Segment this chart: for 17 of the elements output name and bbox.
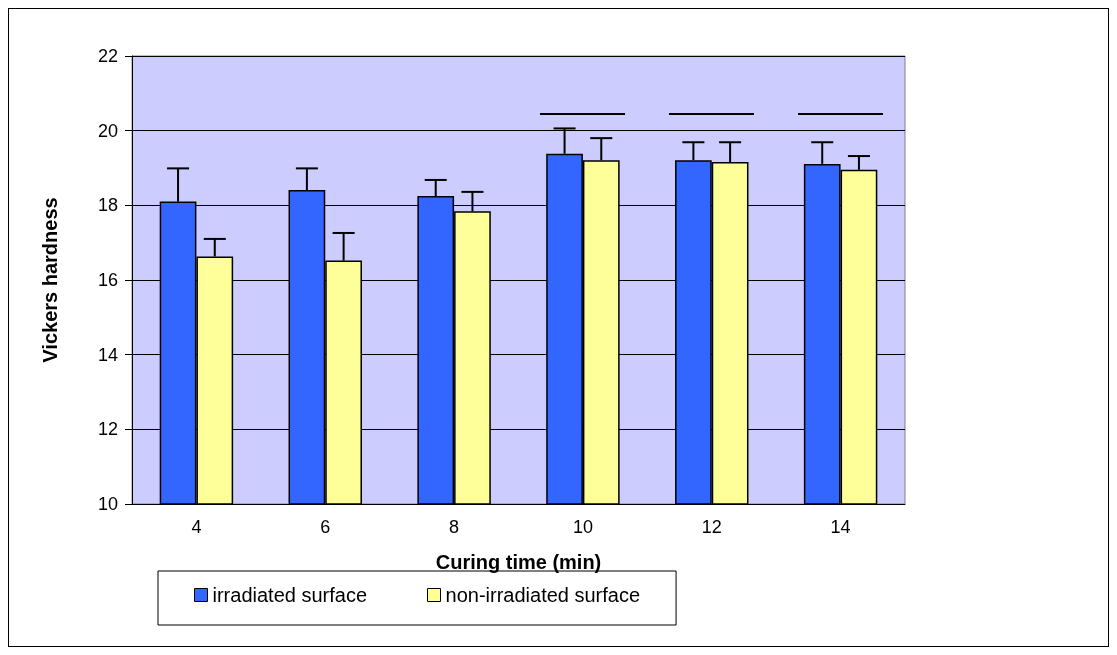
x-axis-title: Curing time (min) <box>435 551 602 573</box>
y-tick-label: 20 <box>97 120 118 141</box>
y-tick-label: 12 <box>97 419 118 440</box>
legend-label: irradiated surface <box>212 584 368 606</box>
x-tick-label: 14 <box>830 517 851 537</box>
x-tick-label: 10 <box>572 517 593 537</box>
y-tick-label: 10 <box>97 494 118 514</box>
x-tick-label: 6 <box>320 517 331 537</box>
y-axis-title: Vickers hardness <box>39 197 61 363</box>
y-tick-label: 22 <box>97 46 118 66</box>
legend-label: non-irradiated surface <box>445 584 641 606</box>
y-tick-label: 18 <box>97 195 118 216</box>
y-tick-label: 16 <box>97 270 118 290</box>
x-tick-label: 12 <box>701 517 722 537</box>
x-tick-label: 8 <box>449 517 460 537</box>
x-tick-label: 4 <box>191 517 202 537</box>
y-tick-label: 14 <box>97 344 118 365</box>
